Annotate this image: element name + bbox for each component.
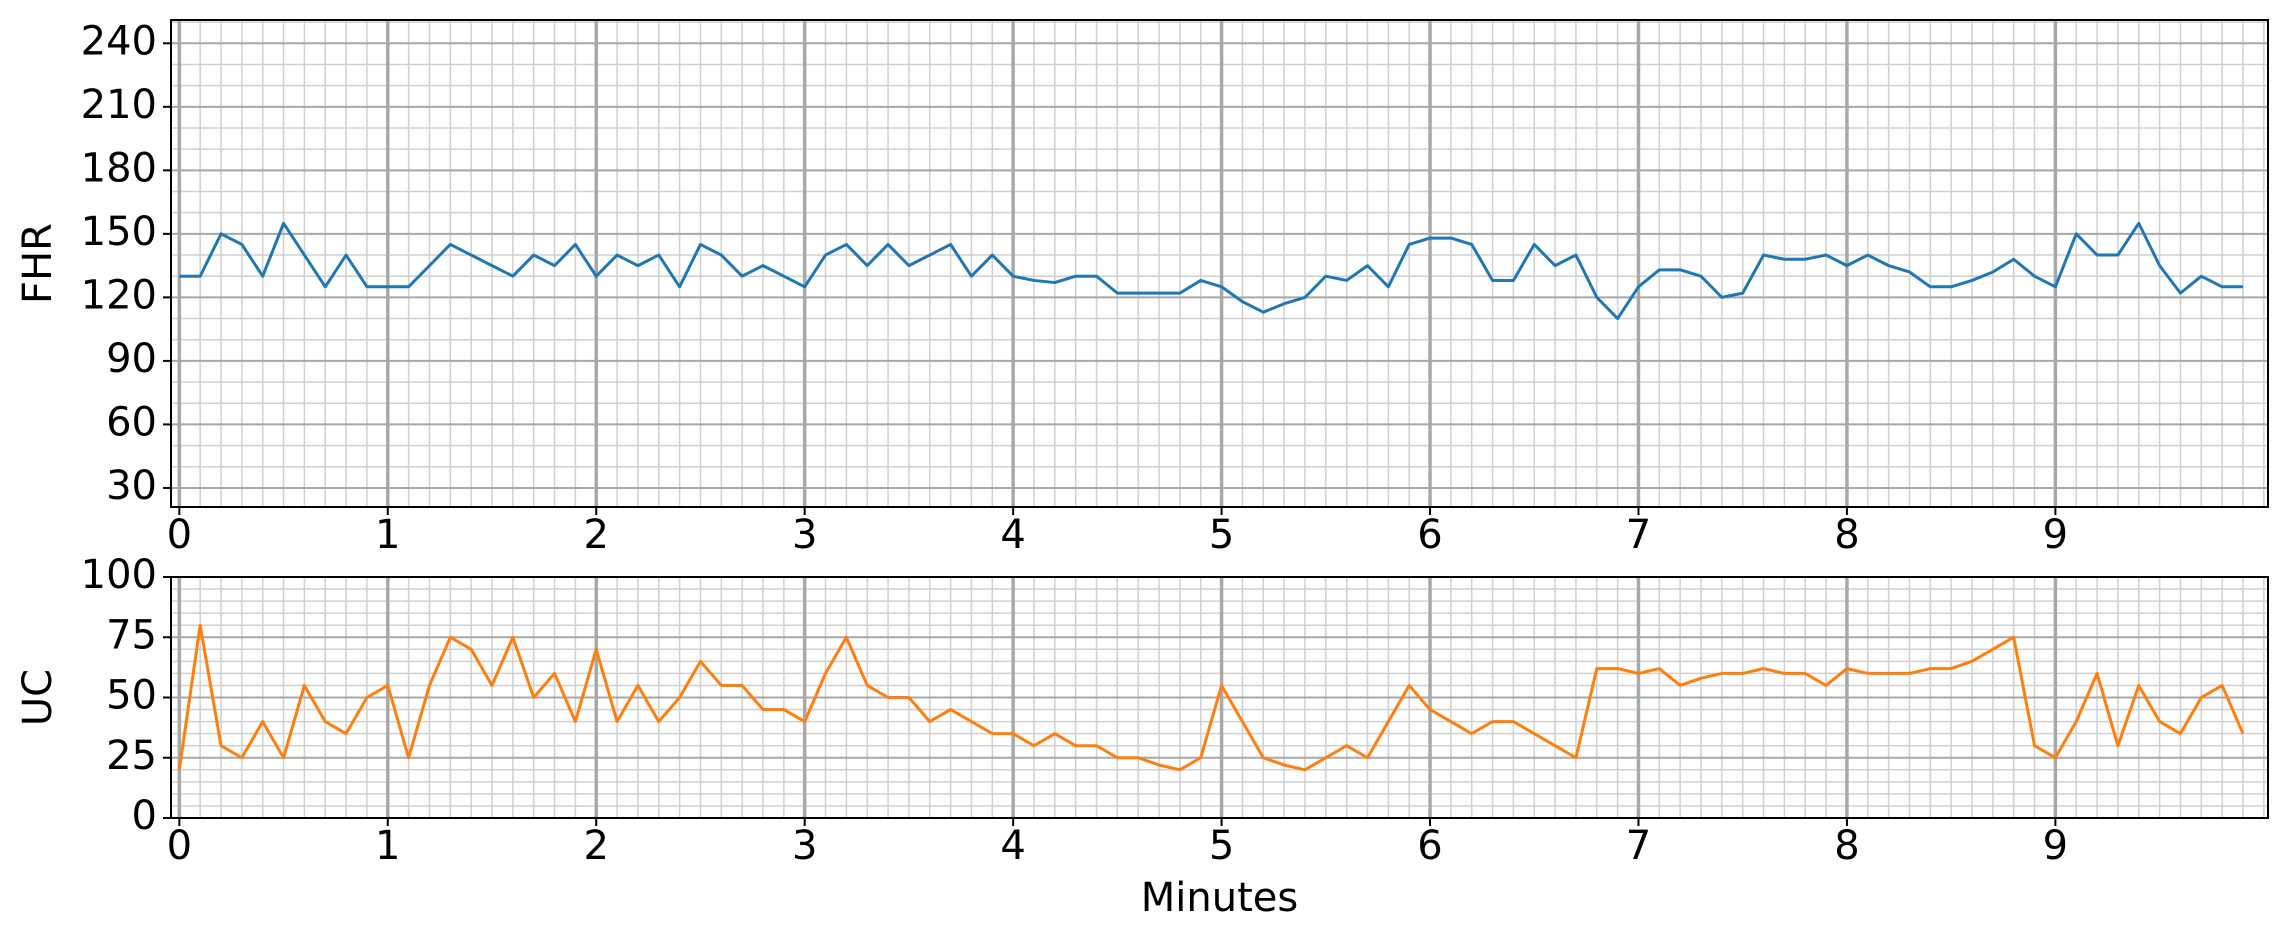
x-tick-label: 5: [1209, 823, 1234, 869]
x-tick-label: 9: [2043, 823, 2068, 869]
plot-frame: [170, 576, 2269, 819]
x-tick-label: 1: [375, 512, 400, 558]
x-tick-label: 6: [1417, 823, 1442, 869]
x-tick-label: 4: [1000, 823, 1025, 869]
x-tick-label: 1: [375, 823, 400, 869]
y-tick-label: 120: [81, 272, 157, 318]
y-tick-label: 100: [81, 552, 157, 598]
y-tick-label: 25: [106, 733, 157, 779]
x-tick-label: 8: [1834, 823, 1859, 869]
y-tick-label: 90: [106, 336, 157, 382]
y-tick-label: 150: [81, 209, 157, 255]
y-tick-label: 180: [81, 145, 157, 191]
x-tick-label: 6: [1417, 512, 1442, 558]
y-tick-label: 0: [132, 793, 157, 839]
x-tick-label: 2: [584, 823, 609, 869]
y-axis-label: UC: [15, 669, 61, 726]
x-tick-label: 4: [1000, 512, 1025, 558]
plot-frame: [170, 19, 2269, 508]
y-tick-label: 240: [81, 18, 157, 64]
x-tick-label: 8: [1834, 512, 1859, 558]
y-axis-label: FHR: [15, 223, 61, 304]
y-tick-label: 30: [106, 463, 157, 509]
x-tick-label: 3: [792, 823, 817, 869]
x-tick-label: 0: [167, 512, 192, 558]
x-tick-label: 0: [167, 823, 192, 869]
x-tick-label: 5: [1209, 512, 1234, 558]
x-tick-label: 9: [2043, 512, 2068, 558]
x-axis-label: Minutes: [1141, 875, 1298, 921]
x-tick-label: 2: [584, 512, 609, 558]
y-tick-label: 50: [106, 673, 157, 719]
x-tick-label: 3: [792, 512, 817, 558]
y-tick-label: 75: [106, 612, 157, 658]
y-tick-label: 60: [106, 399, 157, 445]
data-line: [177, 623, 2245, 772]
y-tick-label: 210: [81, 82, 157, 128]
x-tick-label: 7: [1626, 823, 1651, 869]
data-line: [179, 221, 2243, 321]
x-tick-label: 7: [1626, 512, 1651, 558]
